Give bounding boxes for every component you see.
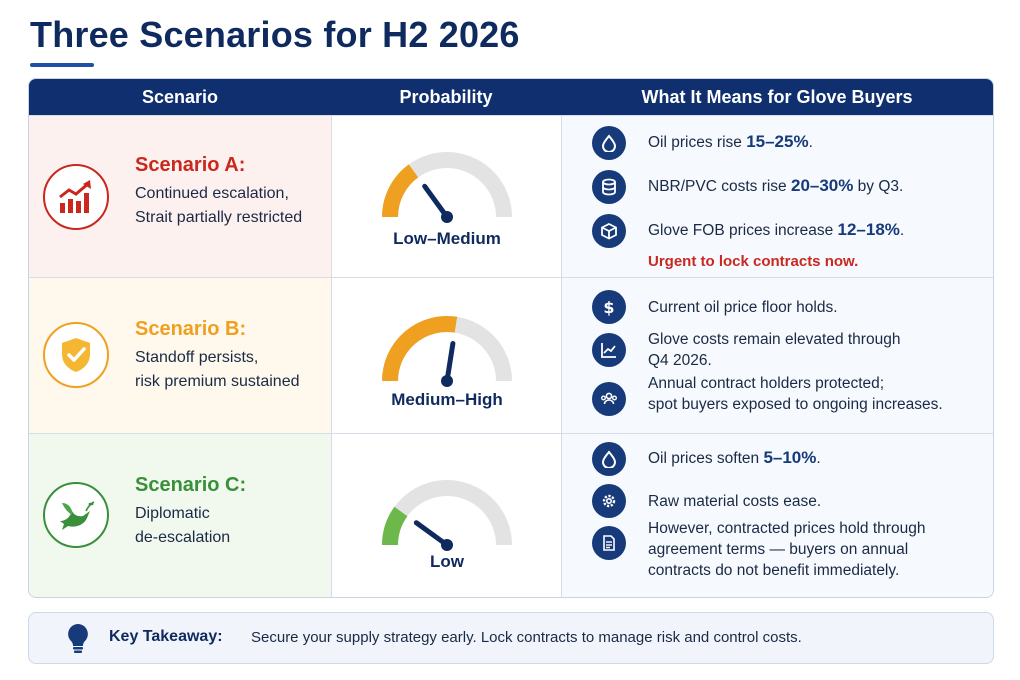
scenario-c-cell: Scenario C: Diplomatic de-escalation: [29, 434, 331, 597]
scenario-b-name: Scenario B:: [135, 318, 247, 340]
header-meaning: What It Means for Glove Buyers: [641, 87, 913, 107]
scenario-a-desc-line1: Continued escalation,: [135, 185, 289, 202]
takeaway-title: Key Takeaway:: [109, 628, 223, 645]
oil-drop-icon: [592, 442, 626, 476]
urgent-note: Urgent to lock contracts now.: [648, 253, 859, 270]
impact-text-line1: Glove costs remain elevated through: [648, 331, 901, 348]
impact-text-line3: contracts do not benefit immediately.: [648, 562, 900, 579]
impact-text-line2: Q4 2026.: [648, 352, 712, 369]
box-icon: [592, 214, 626, 248]
page-title: Three Scenarios for H2 2026: [30, 14, 520, 55]
probability-label-a: Low–Medium: [393, 229, 501, 248]
scenario-b-desc-line2: risk premium sustained: [135, 373, 300, 390]
database-icon: [592, 170, 626, 204]
oil-drop-icon: [592, 126, 626, 160]
table-header: Scenario Probability What It Means for G…: [29, 79, 993, 115]
gear-icon: [592, 484, 626, 518]
scenario-table: Scenario Probability What It Means for G…: [28, 78, 994, 598]
dollar-icon: $: [592, 290, 626, 324]
meaning-a-cell: Oil prices rise 15–25%. NBR/PVC costs ri…: [561, 116, 993, 278]
scenario-row-a: Scenario A: Continued escalation, Strait…: [29, 115, 993, 278]
scenario-c-desc-line1: Diplomatic: [135, 505, 210, 522]
scenario-a-desc-line2: Strait partially restricted: [135, 209, 303, 226]
probability-a-cell: Low–Medium: [331, 116, 562, 278]
impact-text-line2: spot buyers exposed to ongoing increases…: [648, 396, 943, 413]
impact-text: Glove FOB prices increase 12–18%.: [648, 220, 905, 239]
scenario-a-name: Scenario A:: [135, 154, 246, 176]
lightbulb-icon: [68, 624, 88, 653]
shield-check-icon: [43, 322, 109, 388]
trend-chart-icon: [592, 333, 626, 367]
probability-label-c: Low: [430, 552, 464, 571]
impact-text: Oil prices soften 5–10%.: [648, 448, 821, 467]
header-scenario: Scenario: [141, 87, 219, 107]
probability-c-cell: Low: [331, 434, 562, 597]
document-icon: [592, 526, 626, 560]
scenario-b-desc-line1: Standoff persists,: [135, 349, 259, 366]
key-takeaway-box: Key Takeaway: Secure your supply strateg…: [28, 612, 994, 664]
scenario-c-name: Scenario C:: [135, 474, 247, 496]
impact-text-line1: However, contracted prices hold through: [648, 520, 926, 537]
rising-chart-icon: [43, 164, 109, 230]
impact-text-line1: Annual contract holders protected;: [648, 375, 885, 392]
probability-label-b: Medium–High: [391, 390, 503, 409]
meaning-c-cell: Oil prices soften 5–10%. Raw material co…: [561, 434, 993, 597]
impact-text: Oil prices rise 15–25%.: [648, 132, 813, 151]
scenario-a-cell: Scenario A: Continued escalation, Strait…: [29, 116, 331, 278]
probability-gauge-b: [382, 316, 512, 387]
probability-b-cell: Medium–High: [331, 278, 562, 434]
impact-text: Current oil price floor holds.: [648, 299, 838, 316]
probability-gauge-c: [382, 480, 512, 551]
scenario-row-b: Scenario B: Standoff persists, risk prem…: [29, 277, 993, 434]
impact-text: NBR/PVC costs rise 20–30% by Q3.: [648, 176, 904, 195]
meaning-b-cell: $ Current oil price floor holds. Glove c…: [561, 278, 993, 434]
svg-text:$: $: [603, 298, 614, 316]
header-probability: Probability: [399, 87, 493, 107]
dove-icon: [43, 482, 109, 548]
title-underline: [30, 63, 94, 67]
scenario-row-c: Scenario C: Diplomatic de-escalation Low…: [29, 433, 993, 597]
impact-text: Raw material costs ease.: [648, 493, 822, 510]
people-icon: [592, 382, 626, 416]
probability-gauge-a: [382, 152, 512, 223]
takeaway-text: Secure your supply strategy early. Lock …: [251, 629, 802, 646]
impact-text-line2: agreement terms — buyers on annual: [648, 541, 909, 558]
scenario-b-cell: Scenario B: Standoff persists, risk prem…: [29, 278, 331, 434]
scenario-c-desc-line2: de-escalation: [135, 529, 231, 546]
